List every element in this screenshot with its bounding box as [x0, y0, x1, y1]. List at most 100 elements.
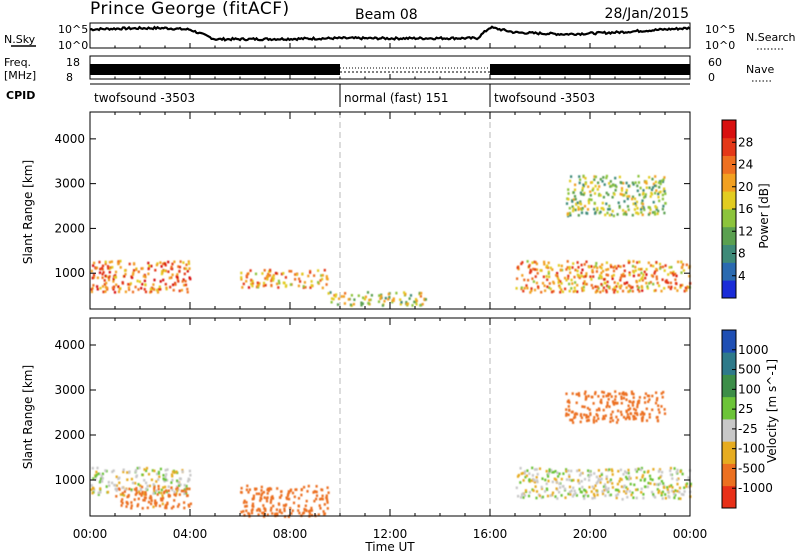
echo-cell [127, 283, 130, 286]
echo-cell [625, 191, 628, 195]
echo-cell [663, 189, 666, 193]
echo-cell [284, 504, 287, 508]
echo-cell [144, 283, 147, 286]
echo-cell [404, 292, 407, 296]
echo-cell [289, 489, 292, 493]
echo-cell [559, 486, 562, 489]
echo-cell [137, 497, 140, 501]
echo-cell [568, 282, 571, 286]
echo-cell [641, 276, 644, 279]
echo-cell [98, 260, 101, 264]
echo-cell [128, 262, 131, 266]
echo-cell [660, 289, 663, 293]
echo-cell [677, 260, 680, 264]
echo-cell [620, 189, 624, 192]
echo-cell [144, 290, 148, 294]
echo-cell [593, 192, 597, 195]
echo-cell [580, 208, 583, 211]
echo-cell [260, 489, 263, 492]
echo-cell [185, 492, 188, 495]
echo-cell [628, 273, 631, 277]
echo-cell [576, 269, 579, 273]
echo-cell [584, 177, 587, 180]
echo-cell [104, 260, 107, 264]
echo-cell [559, 280, 562, 283]
echo-cell [162, 491, 166, 495]
echo-cell [166, 501, 169, 505]
echo-cell [609, 420, 612, 423]
echo-cell [570, 479, 573, 482]
echo-cell [551, 470, 554, 474]
echo-cell [117, 285, 120, 288]
power-swatch [722, 226, 736, 245]
echo-cell [643, 196, 646, 199]
echo-cell [262, 281, 266, 285]
echo-cell [615, 402, 618, 405]
echo-cell [571, 266, 574, 269]
echo-cell [619, 192, 622, 196]
echo-cell [629, 289, 632, 292]
echo-cell [353, 298, 356, 301]
echo-cell [264, 283, 267, 287]
echo-cell [95, 470, 98, 474]
echo-cell [616, 418, 620, 422]
echo-cell [338, 297, 341, 300]
echo-cell [594, 484, 597, 487]
echo-cell [520, 286, 523, 289]
echo-cell [658, 469, 661, 473]
echo-cell [593, 175, 596, 178]
echo-cell [611, 419, 614, 422]
echo-cell [591, 181, 594, 184]
echo-cell [612, 269, 616, 273]
echo-cell [291, 491, 295, 495]
echo-cell [164, 506, 167, 510]
echo-cell [99, 267, 102, 271]
echo-cell [560, 264, 563, 268]
echo-cell [526, 469, 529, 472]
echo-cell [640, 491, 643, 494]
echo-cell [595, 475, 598, 479]
echo-cell [403, 291, 406, 294]
echo-cell [640, 211, 643, 214]
echo-cell [532, 267, 535, 271]
echo-cell [604, 213, 607, 217]
echo-cell [117, 290, 121, 294]
echo-cell [144, 496, 147, 500]
echo-cell [656, 397, 659, 400]
echo-cell [270, 506, 273, 510]
echo-cell [620, 273, 623, 277]
echo-cell [309, 509, 312, 512]
echo-cell [535, 262, 538, 266]
echo-cell [577, 214, 580, 217]
echo-cell [111, 286, 114, 290]
echo-cell [120, 500, 123, 503]
echo-cell [659, 182, 662, 186]
echo-cell [635, 204, 638, 207]
echo-cell [585, 260, 588, 264]
echo-cell [104, 290, 107, 293]
echo-cell [151, 469, 154, 472]
echo-cell [583, 263, 586, 266]
echo-cell [645, 180, 648, 183]
echo-cell [620, 187, 624, 190]
echo-cell [597, 181, 600, 185]
echo-cell [153, 278, 156, 282]
echo-cell [628, 475, 631, 478]
echo-cell [665, 279, 668, 282]
echo-cell [617, 469, 620, 473]
echo-cell [522, 289, 525, 293]
echo-cell [166, 468, 169, 471]
echo-cell [645, 281, 648, 285]
echo-cell [626, 413, 629, 416]
echo-cell [617, 264, 620, 268]
echo-cell [642, 493, 645, 496]
echo-cell [111, 266, 114, 269]
echo-cell [658, 489, 661, 493]
echo-cell [259, 499, 262, 502]
echo-cell [272, 277, 275, 280]
echo-cell [663, 269, 666, 272]
echo-cell [589, 275, 592, 278]
velocity-colorbar-label: Velocity [m s^-1] [765, 359, 779, 463]
echo-cell [673, 492, 676, 496]
echo-cell [350, 294, 353, 297]
